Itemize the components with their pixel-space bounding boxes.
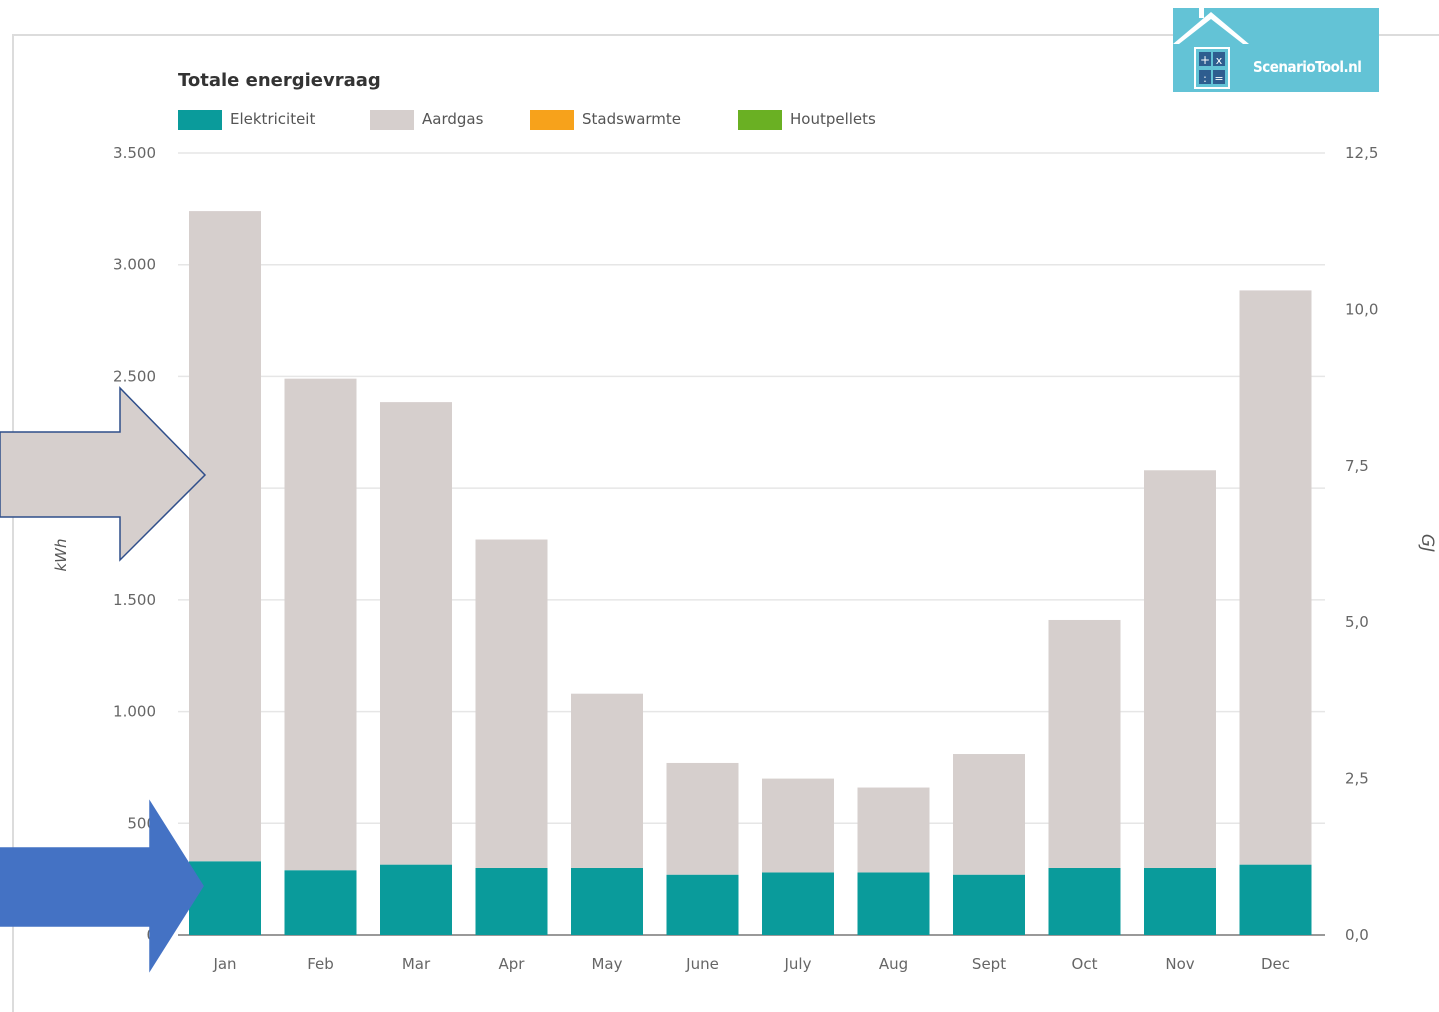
svg-text::: : bbox=[1203, 72, 1207, 85]
x-tick-label: June bbox=[685, 955, 719, 973]
bar-elektriciteit-dec[interactable] bbox=[1239, 864, 1312, 935]
bar-aardgas-jan[interactable] bbox=[189, 211, 261, 862]
legend-swatch-aardgas bbox=[370, 110, 414, 130]
bar-aardgas-dec[interactable] bbox=[1239, 290, 1312, 865]
bar-aardgas-apr[interactable] bbox=[475, 539, 548, 868]
legend-swatch-stadswarmte bbox=[530, 110, 574, 130]
bar-aardgas-mar[interactable] bbox=[380, 402, 452, 865]
x-tick-label: May bbox=[591, 955, 622, 973]
bar-elektriciteit-feb[interactable] bbox=[284, 870, 357, 935]
bar-aardgas-aug[interactable] bbox=[857, 787, 930, 873]
x-tick-label: Mar bbox=[402, 955, 431, 973]
bar-elektriciteit-mar[interactable] bbox=[380, 864, 452, 935]
bar-elektriciteit-nov[interactable] bbox=[1144, 867, 1216, 935]
bar-aardgas-june[interactable] bbox=[666, 762, 739, 875]
y2-tick-label: 5,0 bbox=[1345, 613, 1369, 631]
bar-aardgas-may[interactable] bbox=[571, 693, 643, 868]
legend-label-elektriciteit: Elektriciteit bbox=[230, 110, 316, 128]
bar-aardgas-sept[interactable] bbox=[953, 754, 1025, 875]
bar-aardgas-feb[interactable] bbox=[284, 378, 357, 871]
y-tick-label: 1.000 bbox=[113, 703, 156, 721]
y2-tick-label: 2,5 bbox=[1345, 770, 1369, 788]
y2-tick-label: 7,5 bbox=[1345, 457, 1369, 475]
legend-label-aardgas: Aardgas bbox=[422, 110, 484, 128]
y2-tick-label: 10,0 bbox=[1345, 300, 1378, 318]
house-calculator-icon: + x : = bbox=[1173, 8, 1249, 89]
bar-elektriciteit-oct[interactable] bbox=[1048, 867, 1121, 935]
y2-axis-title: GJ bbox=[1417, 534, 1437, 552]
x-tick-label: Oct bbox=[1072, 955, 1098, 973]
bar-elektriciteit-sept[interactable] bbox=[953, 874, 1025, 935]
bar-elektriciteit-aug[interactable] bbox=[857, 872, 930, 935]
x-tick-label: Sept bbox=[972, 955, 1006, 973]
bar-aardgas-july[interactable] bbox=[762, 778, 834, 873]
svg-text:=: = bbox=[1214, 72, 1223, 85]
svg-text:x: x bbox=[1216, 54, 1223, 67]
x-tick-label: Dec bbox=[1261, 955, 1290, 973]
bar-elektriciteit-july[interactable] bbox=[762, 872, 834, 935]
bar-aardgas-oct[interactable] bbox=[1048, 619, 1121, 868]
y-tick-label: 3.500 bbox=[113, 144, 156, 162]
x-tick-label: Jan bbox=[212, 955, 236, 973]
legend-label-stadswarmte: Stadswarmte bbox=[582, 110, 682, 128]
annotation-arrow-aardgas bbox=[0, 386, 207, 562]
bar-elektriciteit-apr[interactable] bbox=[475, 867, 548, 935]
bar-elektriciteit-june[interactable] bbox=[666, 874, 739, 935]
annotation-arrow-elektriciteit bbox=[0, 799, 204, 973]
logo-text: ScenarioTool.nl bbox=[1253, 58, 1362, 76]
x-tick-label: Apr bbox=[499, 955, 526, 973]
legend-swatch-elektriciteit bbox=[178, 110, 222, 130]
x-tick-label: Aug bbox=[879, 955, 908, 973]
svg-text:+: + bbox=[1200, 53, 1210, 67]
bar-elektriciteit-may[interactable] bbox=[571, 867, 643, 935]
x-tick-label: Nov bbox=[1165, 955, 1194, 973]
chart-title: Totale energievraag bbox=[178, 70, 381, 91]
bar-elektriciteit-jan[interactable] bbox=[189, 861, 261, 935]
bar-aardgas-nov[interactable] bbox=[1144, 470, 1216, 868]
y-tick-label: 500 bbox=[127, 814, 156, 832]
y-tick-label: 3.000 bbox=[113, 256, 156, 274]
scenariotool-logo[interactable]: + x : = ScenarioTool.nl bbox=[1173, 8, 1379, 92]
legend-label-houtpellets: Houtpellets bbox=[790, 110, 876, 128]
y2-tick-label: 0,0 bbox=[1345, 926, 1369, 944]
y2-tick-label: 12,5 bbox=[1345, 144, 1378, 162]
y-tick-label: 2.500 bbox=[113, 367, 156, 385]
legend-swatch-houtpellets bbox=[738, 110, 782, 130]
y-tick-label: 1.500 bbox=[113, 591, 156, 609]
y-axis-title: kWh bbox=[52, 538, 70, 571]
x-tick-label: July bbox=[784, 955, 812, 973]
x-tick-label: Feb bbox=[307, 955, 334, 973]
